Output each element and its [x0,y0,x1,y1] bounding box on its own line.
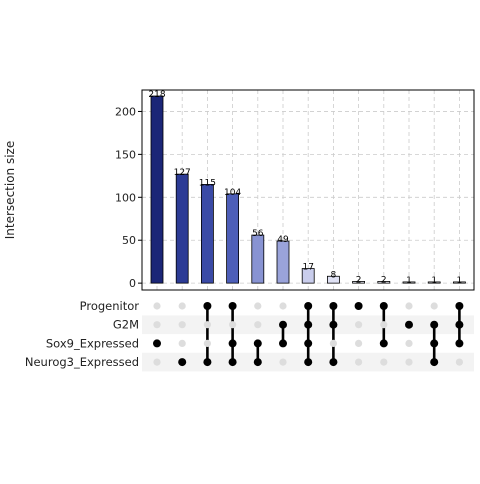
membership-dot-active [354,302,363,310]
bar [175,173,189,284]
membership-dot-inactive [153,358,161,366]
bar [200,184,214,284]
membership-dot-inactive [153,302,161,310]
y-tick-label: 50 [122,234,136,247]
membership-dot-inactive [203,321,211,329]
y-tick-label: 200 [115,105,136,118]
membership-dot-active [455,302,464,310]
membership-dot-active [329,358,338,367]
bar [251,234,265,284]
membership-dot-inactive [405,302,413,310]
bar-value-label: 218 [148,90,165,100]
bar-value-label: 104 [224,188,241,198]
membership-dot-active [304,358,313,367]
membership-dot-active [430,320,439,329]
membership-dot-active [379,302,388,310]
membership-dot-inactive [229,321,237,329]
matrix-layer: Progenitor G2M Sox9_Expressed Neurog3_Expre… [25,299,474,372]
membership-dot-inactive [329,339,337,347]
bar [452,281,466,284]
bar-value-label: 127 [174,168,191,178]
bar [402,281,416,284]
membership-dot-active [304,320,313,329]
membership-dot-inactive [178,302,186,310]
membership-dot-active [304,302,313,310]
set-label: Neurog3_Expressed [25,355,139,369]
bar [276,240,290,284]
membership-dot-inactive [405,358,413,366]
bar [427,281,441,284]
bar-value-label: 56 [252,229,264,239]
membership-dot-active [329,320,338,329]
membership-dot-active [253,339,262,348]
membership-dot-active [430,339,439,348]
bar-value-label: 2 [356,275,362,285]
bar [377,281,391,284]
membership-dot-active [228,358,237,367]
membership-dot-inactive [203,339,211,347]
membership-dot-active [430,358,439,367]
set-label: Sox9_Expressed [46,336,139,350]
membership-dot-active [455,339,464,348]
y-axis-title: Intersection size [3,141,17,239]
membership-dot-inactive [279,358,287,366]
bar-layer: 218 127 115 104 56 49 17 8 2 2 1 1 1 [148,90,466,286]
membership-dot-active [279,339,287,348]
y-tick-label: 100 [115,191,136,204]
membership-dot-inactive [405,339,413,347]
membership-dot-inactive [355,358,363,366]
bar-value-label: 49 [277,235,289,245]
membership-dot-active [405,320,413,329]
membership-dot-inactive [430,302,438,310]
membership-dot-inactive [355,321,363,329]
membership-dot-inactive [455,358,463,366]
membership-dot-active [279,320,287,329]
membership-dot-active [228,302,237,310]
membership-dot-active [178,358,187,367]
y-tick-label: 150 [115,148,136,161]
membership-dot-inactive [178,339,186,347]
set-label: G2M [113,318,139,332]
bar-value-label: 2 [381,275,387,285]
membership-dot-active [228,339,237,348]
bar-value-label: 1 [457,276,463,286]
membership-dot-active [304,339,313,348]
membership-dot-inactive [153,321,161,329]
membership-dot-inactive [254,321,262,329]
bar-value-label: 115 [199,178,216,188]
membership-dot-active [203,358,212,367]
bar-value-label: 1 [431,276,437,286]
membership-dot-inactive [380,321,388,329]
set-label: Progenitor [80,299,140,313]
plot-frame [141,89,475,291]
membership-dot-inactive [178,321,186,329]
membership-dot-inactive [279,302,287,310]
bar [352,281,366,284]
bar [150,95,164,284]
bar [326,275,340,284]
y-tick-label: 0 [129,277,136,290]
membership-dot-inactive [355,339,363,347]
bar-value-label: 8 [331,270,337,280]
axis-layer: 0 50 100 150 200 [115,89,475,291]
membership-dot-active [203,302,212,310]
bar-value-label: 1 [406,276,412,286]
bar [301,268,315,284]
grid-layer [142,90,474,290]
membership-dot-active [455,320,464,329]
bar [226,193,240,284]
membership-dot-inactive [380,358,388,366]
bar-value-label: 17 [302,263,313,273]
membership-dot-inactive [254,302,262,310]
membership-dot-active [153,339,161,348]
membership-dot-active [379,339,388,348]
membership-dot-active [253,358,262,367]
membership-dot-active [329,302,338,310]
